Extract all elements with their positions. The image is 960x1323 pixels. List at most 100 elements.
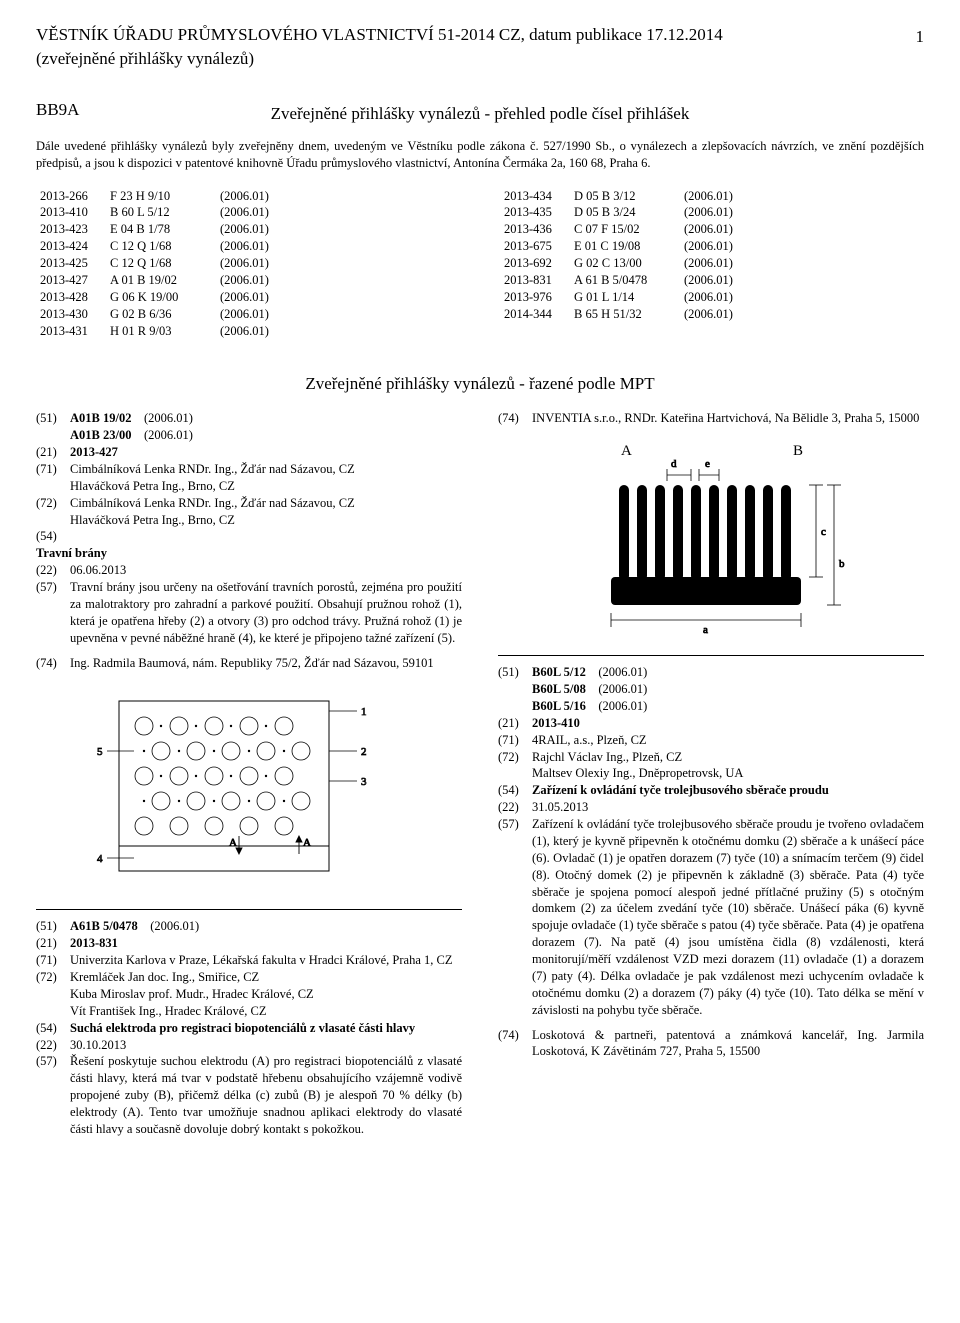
index-col-right: 2013-434D 05 B 3/12(2006.01)2013-435D 05… bbox=[500, 188, 924, 340]
bib-code-22: (22) bbox=[36, 562, 70, 579]
app-number: 2013-427 bbox=[70, 444, 462, 461]
ipc-code: A01B 23/00 bbox=[70, 428, 131, 442]
invention-title: Suchá elektroda pro registraci biopotenc… bbox=[70, 1020, 462, 1037]
bib-code-74: (74) bbox=[498, 1027, 532, 1061]
index-cell: D 05 B 3/24 bbox=[570, 204, 680, 221]
svg-text:a: a bbox=[703, 624, 708, 636]
index-columns: 2013-266F 23 H 9/10(2006.01)2013-410B 60… bbox=[36, 188, 924, 340]
ipc-code: A01B 19/02 bbox=[70, 411, 131, 425]
index-col-left: 2013-266F 23 H 9/10(2006.01)2013-410B 60… bbox=[36, 188, 460, 340]
header-title: VĚSTNÍK ÚŘADU PRŮMYSLOVÉHO VLASTNICTVÍ 5… bbox=[36, 24, 723, 47]
index-cell: 2013-435 bbox=[500, 204, 570, 221]
bib-code-21: (21) bbox=[36, 935, 70, 952]
bib-code-51: (51) bbox=[498, 664, 532, 715]
index-cell: G 06 K 19/00 bbox=[106, 289, 216, 306]
page-header: VĚSTNÍK ÚŘADU PRŮMYSLOVÉHO VLASTNICTVÍ 5… bbox=[36, 24, 924, 71]
index-cell: G 01 L 1/14 bbox=[570, 289, 680, 306]
bib-code-21: (21) bbox=[36, 444, 70, 461]
index-cell: (2006.01) bbox=[680, 238, 924, 255]
index-cell: G 02 B 6/36 bbox=[106, 306, 216, 323]
index-cell: 2013-410 bbox=[36, 204, 106, 221]
index-row: 2013-427A 01 B 19/02(2006.01) bbox=[36, 272, 460, 289]
svg-text:B: B bbox=[793, 443, 803, 459]
ipc-ver: (2006.01) bbox=[150, 919, 199, 933]
abstract: Řešení poskytuje suchou elektrodu (A) pr… bbox=[70, 1053, 462, 1137]
index-cell: (2006.01) bbox=[216, 272, 460, 289]
agent: Loskotová & partneři, patentová a známko… bbox=[532, 1027, 924, 1061]
index-cell: E 04 B 1/78 bbox=[106, 221, 216, 238]
index-cell: A 61 B 5/0478 bbox=[570, 272, 680, 289]
index-cell: A 01 B 19/02 bbox=[106, 272, 216, 289]
index-cell: (2006.01) bbox=[680, 188, 924, 205]
bib-code-22: (22) bbox=[498, 799, 532, 816]
index-cell: (2006.01) bbox=[216, 188, 460, 205]
bib-code-74: (74) bbox=[36, 655, 70, 672]
index-row: 2013-431H 01 R 9/03(2006.01) bbox=[36, 323, 460, 340]
index-cell: 2013-427 bbox=[36, 272, 106, 289]
index-row: 2013-410B 60 L 5/12(2006.01) bbox=[36, 204, 460, 221]
index-cell: 2013-428 bbox=[36, 289, 106, 306]
index-cell: (2006.01) bbox=[680, 204, 924, 221]
index-cell: G 02 C 13/00 bbox=[570, 255, 680, 272]
ipc-ver: (2006.01) bbox=[598, 699, 647, 713]
filing-date: 30.10.2013 bbox=[70, 1037, 462, 1054]
index-table-right: 2013-434D 05 B 3/12(2006.01)2013-435D 05… bbox=[500, 188, 924, 323]
bib-code-54: (54) bbox=[498, 782, 532, 799]
applicant: Cimbálníková Lenka RNDr. Ing., Žďár nad … bbox=[70, 461, 462, 495]
svg-text:2: 2 bbox=[361, 746, 367, 758]
inventor: Cimbálníková Lenka RNDr. Ing., Žďár nad … bbox=[70, 495, 462, 529]
index-cell: 2013-436 bbox=[500, 221, 570, 238]
index-row: 2013-436C 07 F 15/02(2006.01) bbox=[500, 221, 924, 238]
bib-code-71: (71) bbox=[498, 732, 532, 749]
ipc-code: B60L 5/08 bbox=[532, 682, 586, 696]
svg-text:c: c bbox=[821, 526, 826, 538]
index-cell: (2006.01) bbox=[216, 204, 460, 221]
header-subtitle: (zveřejněné přihlášky vynálezů) bbox=[36, 48, 723, 71]
bib-code-72: (72) bbox=[36, 969, 70, 1020]
entry-inventia-agent: (74)INVENTIA s.r.o., RNDr. Kateřina Hart… bbox=[498, 410, 924, 637]
app-number: 2013-831 bbox=[70, 935, 462, 952]
index-cell: (2006.01) bbox=[216, 238, 460, 255]
index-cell: (2006.01) bbox=[216, 221, 460, 238]
index-cell: B 65 H 51/32 bbox=[570, 306, 680, 323]
section-intro: Dále uvedené přihlášky vynálezů byly zve… bbox=[36, 138, 924, 172]
entries-region: (51) A01B 19/02 (2006.01) A01B 23/00 (20… bbox=[36, 410, 924, 1138]
index-row: 2013-435D 05 B 3/24(2006.01) bbox=[500, 204, 924, 221]
index-cell: 2013-431 bbox=[36, 323, 106, 340]
svg-text:A: A bbox=[303, 837, 311, 849]
bib-code-57: (57) bbox=[36, 1053, 70, 1137]
index-cell: (2006.01) bbox=[680, 255, 924, 272]
index-cell: (2006.01) bbox=[680, 289, 924, 306]
bib-code-74: (74) bbox=[498, 410, 532, 427]
svg-text:A: A bbox=[621, 443, 632, 459]
entry-a01b: (51) A01B 19/02 (2006.01) A01B 23/00 (20… bbox=[36, 410, 462, 891]
index-table-left: 2013-266F 23 H 9/10(2006.01)2013-410B 60… bbox=[36, 188, 460, 340]
svg-text:b: b bbox=[839, 558, 845, 570]
index-cell: 2013-423 bbox=[36, 221, 106, 238]
index-cell: (2006.01) bbox=[216, 289, 460, 306]
page-number: 1 bbox=[916, 24, 925, 49]
svg-text:4: 4 bbox=[97, 853, 103, 865]
index-cell: 2013-430 bbox=[36, 306, 106, 323]
ipc-code: B60L 5/12 bbox=[532, 665, 586, 679]
invention-title: Travní brány bbox=[36, 545, 462, 562]
ipc-ver: (2006.01) bbox=[144, 428, 193, 442]
agent: Ing. Radmila Baumová, nám. Republiky 75/… bbox=[70, 655, 462, 672]
index-cell: (2006.01) bbox=[216, 255, 460, 272]
index-cell: C 12 Q 1/68 bbox=[106, 238, 216, 255]
index-cell: D 05 B 3/12 bbox=[570, 188, 680, 205]
header-left: VĚSTNÍK ÚŘADU PRŮMYSLOVÉHO VLASTNICTVÍ 5… bbox=[36, 24, 723, 71]
index-row: 2013-430G 02 B 6/36(2006.01) bbox=[36, 306, 460, 323]
bib-code-51: (51) bbox=[36, 918, 70, 935]
bib-code-71: (71) bbox=[36, 952, 70, 969]
index-row: 2013-692G 02 C 13/00(2006.01) bbox=[500, 255, 924, 272]
app-number: 2013-410 bbox=[532, 715, 924, 732]
index-row: 2013-675E 01 C 19/08(2006.01) bbox=[500, 238, 924, 255]
invention-title: Zařízení k ovládání tyče trolejbusového … bbox=[532, 782, 924, 799]
filing-date: 06.06.2013 bbox=[70, 562, 462, 579]
index-cell: 2013-434 bbox=[500, 188, 570, 205]
index-cell: H 01 R 9/03 bbox=[106, 323, 216, 340]
ipc-code: A61B 5/0478 bbox=[70, 919, 138, 933]
index-cell: 2013-424 bbox=[36, 238, 106, 255]
index-row: 2013-266F 23 H 9/10(2006.01) bbox=[36, 188, 460, 205]
